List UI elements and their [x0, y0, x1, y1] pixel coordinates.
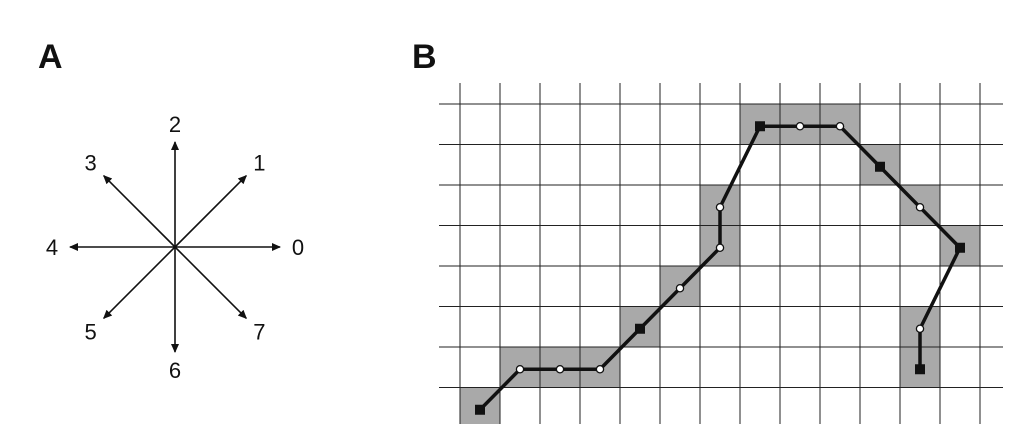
path-circle-marker [915, 202, 925, 212]
path-circle-marker [675, 283, 685, 293]
path-circle-marker [595, 364, 605, 374]
path-circle-marker [515, 364, 525, 374]
direction-label-4: 4 [46, 235, 58, 260]
panel-b-label: B [412, 38, 437, 76]
path-square-marker [955, 242, 965, 253]
path-line [478, 124, 962, 411]
path-circle-marker [915, 324, 925, 333]
shaded-cells [460, 104, 980, 424]
path-circle-marker [795, 122, 805, 131]
panel-a-label: A [38, 38, 63, 76]
path-markers [475, 121, 965, 415]
direction-label-6: 6 [169, 358, 181, 383]
path-circle-marker [715, 243, 725, 252]
direction-labels: 0 1 2 3 4 5 6 7 [46, 112, 304, 383]
path-square-marker [635, 323, 645, 334]
path-square-marker [755, 121, 765, 132]
direction-label-0: 0 [292, 235, 304, 260]
direction-arrow-5 [103, 246, 176, 319]
direction-label-2: 2 [169, 112, 181, 137]
path-square-marker [475, 404, 485, 415]
path-square-marker [875, 161, 885, 172]
direction-label-1: 1 [253, 151, 265, 176]
path-circle-marker [555, 364, 565, 374]
path-circle-marker [715, 202, 725, 212]
direction-label-7: 7 [253, 319, 265, 344]
path-circle-marker [835, 122, 845, 131]
direction-arrow-7 [174, 246, 247, 319]
direction-arrows [69, 141, 281, 353]
path-square-marker [915, 364, 925, 375]
direction-arrow-3 [103, 175, 176, 248]
grid-lines [439, 83, 1003, 424]
direction-label-3: 3 [85, 151, 97, 176]
boundary-path [478, 124, 962, 411]
direction-arrow-1 [174, 175, 247, 248]
direction-label-5: 5 [85, 319, 97, 344]
